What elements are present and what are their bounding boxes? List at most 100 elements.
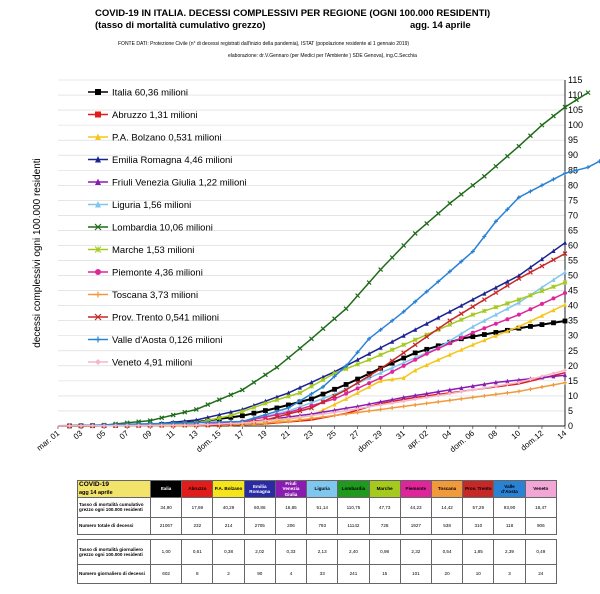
data-point	[274, 394, 279, 400]
data-point	[332, 370, 337, 376]
data-point	[459, 331, 464, 336]
legend-label: P.A. Bolzano 0,531 milioni	[112, 133, 222, 144]
table-cell: 2,40	[337, 538, 370, 565]
data-point	[424, 362, 429, 368]
table-region-header: Italia	[149, 480, 183, 498]
table-cell: 2705	[243, 516, 276, 535]
data-point	[424, 391, 429, 396]
data-point	[274, 414, 280, 420]
data-point	[205, 402, 211, 407]
data-point	[412, 337, 418, 343]
data-point	[102, 423, 107, 428]
data-point	[389, 347, 395, 353]
data-point	[240, 420, 245, 425]
data-point	[401, 355, 407, 361]
data-point	[390, 369, 395, 374]
table-cell: 0,98	[368, 538, 401, 565]
table-cell: 10	[462, 563, 495, 584]
legend-label: Toscana 3,73 milioni	[112, 290, 198, 301]
legend-label: Valle d'Aosta 0,126 milioni	[112, 335, 222, 346]
data-point	[413, 367, 418, 373]
table-cell: 15	[368, 563, 401, 584]
data-point	[355, 386, 360, 391]
data-point	[344, 405, 349, 411]
data-point	[459, 385, 464, 391]
data-point	[390, 397, 395, 402]
table-region-header: Valle d'Aosta	[493, 480, 526, 498]
data-point	[563, 372, 567, 378]
table-row-label: Tasso di mortalità cumulativo grezzo ogn…	[77, 496, 151, 518]
data-point	[401, 375, 406, 380]
data-point	[482, 337, 487, 343]
data-point	[562, 104, 568, 110]
table-cell: 0,38	[212, 538, 245, 565]
data-point	[470, 395, 475, 400]
y-tick-label: 65	[568, 225, 578, 235]
data-point	[297, 385, 302, 390]
data-point	[424, 220, 430, 226]
data-point	[413, 393, 418, 398]
table-cell: 17,69	[181, 496, 214, 518]
data-point	[171, 423, 176, 428]
data-point	[274, 417, 279, 422]
data-point	[470, 297, 475, 302]
data-point	[516, 380, 521, 385]
data-point	[378, 370, 383, 375]
data-point	[378, 352, 383, 358]
data-point	[551, 296, 556, 301]
data-point	[436, 346, 441, 351]
table-region-header: Toscana	[430, 480, 464, 498]
table-cell: 11142	[337, 516, 370, 535]
update-date: agg. 14 aprile	[410, 20, 471, 31]
data-point	[286, 411, 291, 417]
data-point	[563, 269, 567, 275]
data-point	[401, 342, 407, 348]
y-tick-label: 100	[568, 120, 583, 130]
data-point	[136, 419, 142, 425]
data-point	[332, 407, 337, 413]
table-cell: 206	[274, 516, 308, 535]
x-tick-label: mar. 01	[35, 428, 62, 452]
data-point	[95, 201, 101, 208]
data-point	[321, 409, 326, 415]
table-row: Numero totale di decessi 21067 232 214 2705 2…	[77, 516, 558, 535]
data-point	[95, 336, 101, 343]
data-point	[424, 401, 429, 406]
data-point	[539, 284, 544, 290]
elaboration-note: elaborazione: dr.V.Gennaro (per Medici p…	[228, 53, 417, 59]
data-point	[286, 416, 291, 421]
data-point	[286, 390, 291, 395]
data-point	[401, 404, 406, 409]
data-point	[539, 301, 544, 306]
legend-label: Abruzzo 1,31 milioni	[112, 110, 198, 121]
table-cell: 21067	[149, 516, 183, 535]
data-point	[251, 416, 256, 421]
data-point	[263, 414, 268, 419]
data-point	[390, 401, 395, 406]
data-point	[401, 309, 406, 314]
x-tick-label: 14	[556, 428, 569, 441]
data-point	[458, 317, 464, 323]
data-point	[447, 322, 453, 328]
table-cell: 18,47	[524, 496, 558, 518]
data-point	[94, 313, 102, 321]
data-point	[95, 291, 101, 298]
chart-subtitle: (tasso di mortalità cumulativo grezzo)	[95, 20, 266, 31]
data-point	[228, 421, 233, 426]
data-point	[95, 156, 101, 163]
y-tick-label: 40	[568, 301, 578, 311]
data-point	[320, 391, 326, 397]
table-cell: 60,86	[243, 496, 276, 518]
data-point	[470, 387, 475, 392]
data-point	[528, 324, 533, 329]
table-cell: 118	[493, 516, 526, 535]
data-point	[320, 326, 326, 332]
data-point	[470, 383, 475, 389]
data-point	[551, 113, 556, 119]
summary-table: COVID-19 agg 14 aprile Italia Abruzzo P.A. …	[77, 480, 558, 584]
data-point	[297, 345, 303, 351]
table-cell: 110,75	[337, 496, 370, 518]
data-point	[528, 377, 533, 382]
data-point	[320, 377, 326, 383]
y-tick-label: 70	[568, 210, 578, 220]
